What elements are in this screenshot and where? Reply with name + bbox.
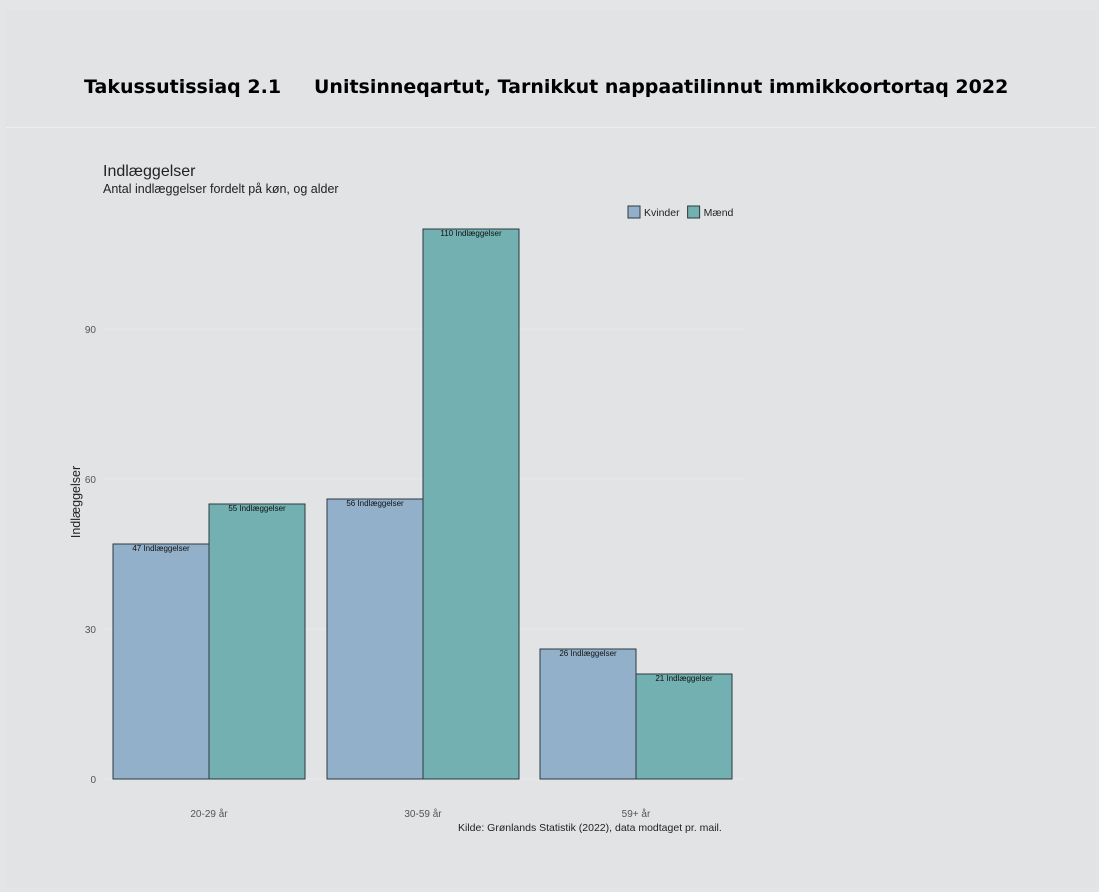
- bar-data-label: 56 Indlæggelser: [346, 499, 404, 508]
- legend-label: Mænd: [704, 207, 734, 219]
- chart-title: Indlæggelser: [103, 163, 196, 180]
- y-axis-label: Indlæggelser: [69, 466, 83, 538]
- bar: [326, 498, 424, 780]
- y-tick-label: 30: [85, 625, 97, 636]
- bar-data-label: 55 Indlæggelser: [228, 504, 286, 513]
- bar-data-label: 21 Indlæggelser: [655, 674, 713, 683]
- bar: [208, 503, 306, 780]
- figure-number: Takussutissiaq 2.1: [84, 76, 282, 98]
- y-tick-label: 0: [90, 775, 96, 786]
- bar: [635, 673, 733, 780]
- figure-title: Unitsinneqartut, Tarnikkut nappaatilinnu…: [314, 76, 1009, 98]
- legend: Kvinder Mænd: [627, 205, 734, 219]
- bar: [422, 228, 520, 780]
- x-tick-label: 30-59 år: [404, 808, 442, 820]
- caption-divider: [6, 127, 1096, 128]
- bar-labels: 47 Indlæggelser 55 Indlæggelser 56 Indlægg…: [132, 229, 713, 683]
- bar-data-label: 26 Indlæggelser: [559, 649, 617, 658]
- x-tick-label: 20-29 år: [190, 808, 228, 820]
- bar-data-label: 110 Indlæggelser: [440, 229, 502, 238]
- chart-subtitle: Antal indlæggelser fordelt på køn, og al…: [103, 182, 339, 196]
- bar-data-label: 47 Indlæggelser: [132, 544, 190, 553]
- x-axis-ticks: 20-29 år 30-59 år 59+ år: [190, 808, 651, 820]
- bars: [112, 228, 733, 780]
- legend-swatch: [627, 205, 641, 219]
- y-tick-label: 60: [85, 475, 97, 486]
- legend-label: Kvinder: [644, 207, 680, 219]
- x-tick-label: 59+ år: [622, 808, 651, 820]
- figure-caption: Takussutissiaq 2.1 Unitsinneqartut, Tarni…: [84, 76, 1044, 98]
- y-tick-label: 90: [85, 325, 97, 336]
- y-axis-ticks: 0 30 60 90: [85, 325, 97, 786]
- legend-swatch: [687, 205, 701, 219]
- bar: [539, 648, 637, 780]
- chart-source: Kilde: Grønlands Statistik (2022), data …: [458, 822, 722, 834]
- bar: [112, 543, 210, 780]
